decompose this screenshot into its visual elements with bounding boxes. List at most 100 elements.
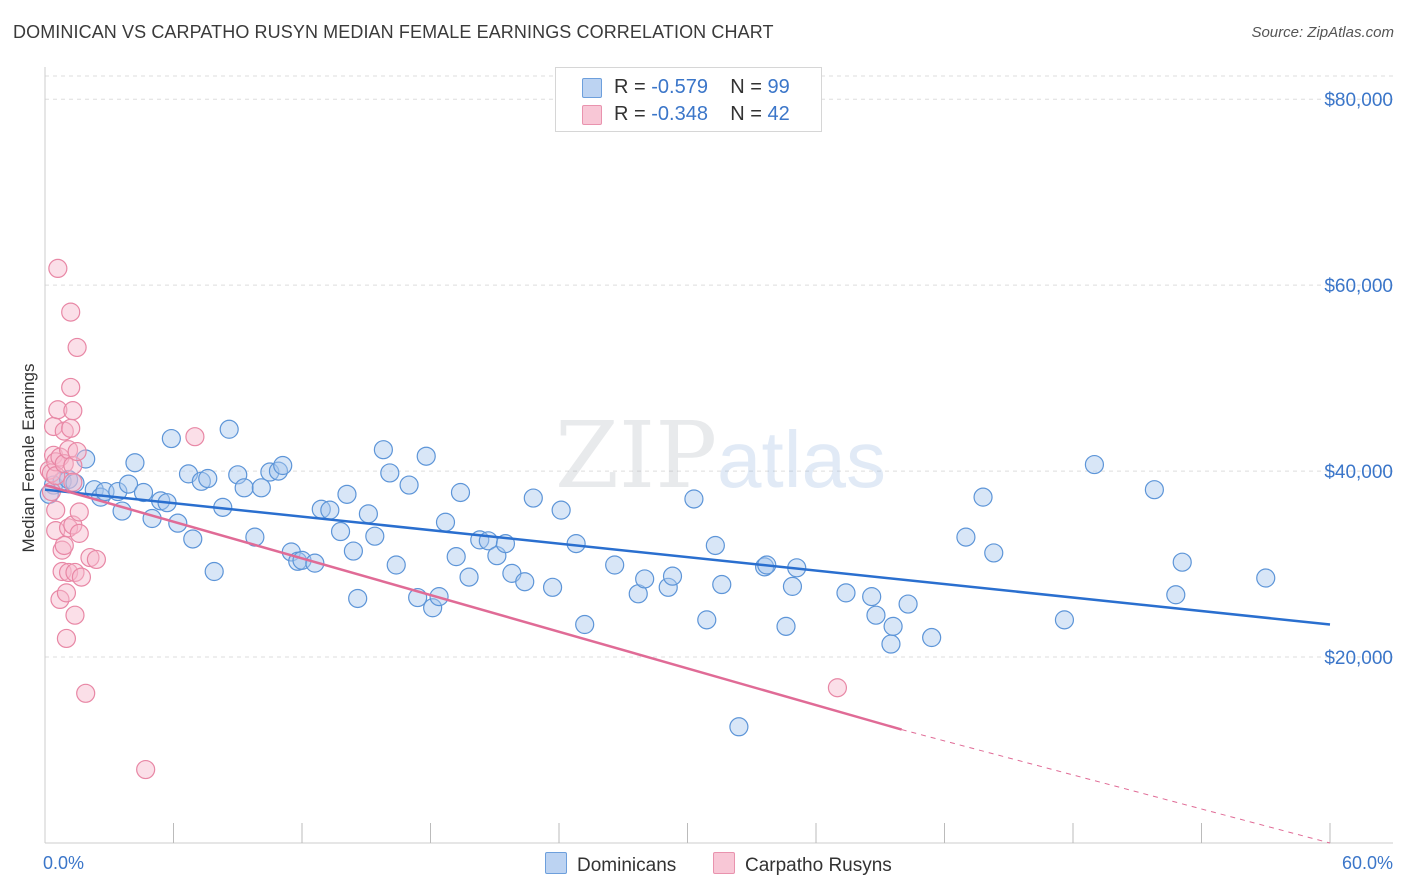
point-dominicans bbox=[881, 634, 901, 654]
point-dominicans bbox=[423, 598, 443, 618]
point-dominicans bbox=[343, 541, 363, 561]
point-dominicans bbox=[358, 504, 378, 524]
point-dominicans bbox=[1054, 610, 1075, 630]
point-dominicans bbox=[459, 567, 479, 587]
point-dominicans bbox=[956, 527, 976, 547]
legend-swatch-blue bbox=[582, 78, 602, 98]
point-carpatho-rusyns bbox=[80, 547, 100, 568]
point-dominicans bbox=[204, 561, 224, 582]
point-dominicans bbox=[435, 512, 456, 532]
point-carpatho-rusyns bbox=[136, 759, 156, 780]
point-dominicans bbox=[399, 475, 419, 495]
point-dominicans bbox=[697, 610, 717, 630]
point-dominicans bbox=[373, 440, 393, 460]
chart-title: DOMINICAN VS CARPATHO RUSYN MEDIAN FEMAL… bbox=[13, 22, 774, 42]
point-carpatho-rusyns bbox=[63, 472, 83, 492]
point-dominicans bbox=[782, 576, 803, 596]
point-dominicans bbox=[898, 594, 918, 614]
point-dominicans bbox=[836, 583, 856, 603]
grid-lines bbox=[45, 75, 1393, 658]
y-axis-label: Median Female Earnings bbox=[19, 364, 38, 553]
point-dominicans bbox=[922, 627, 942, 648]
legend-text-carpatho-rusyns: R = -0.348 N = 42 bbox=[614, 103, 790, 125]
point-dominicans bbox=[198, 468, 218, 489]
point-carpatho-rusyns bbox=[54, 535, 74, 556]
bottom-legend-swatch-pink bbox=[713, 852, 735, 874]
point-dominicans bbox=[1172, 552, 1192, 572]
point-dominicans bbox=[183, 529, 203, 549]
point-carpatho-rusyns bbox=[71, 567, 92, 587]
legend: R = -0.579 N = 99 R = -0.348 N = 42 bbox=[555, 67, 822, 132]
watermark: ZIP atlas bbox=[555, 402, 886, 509]
point-dominicans bbox=[320, 500, 340, 520]
bottom-legend-carpatho-rusyns: Carpatho Rusyns bbox=[713, 852, 892, 877]
point-carpatho-rusyns bbox=[69, 523, 89, 543]
point-dominicans bbox=[337, 484, 357, 504]
point-dominicans bbox=[984, 543, 1004, 563]
point-dominicans bbox=[542, 577, 563, 597]
point-dominicans bbox=[450, 482, 471, 503]
point-dominicans bbox=[515, 572, 535, 592]
point-dominicans bbox=[330, 521, 351, 542]
point-carpatho-rusyns bbox=[67, 337, 87, 358]
watermark-atlas: atlas bbox=[717, 415, 886, 504]
point-dominicans bbox=[219, 419, 239, 439]
point-dominicans bbox=[416, 446, 436, 466]
point-dominicans bbox=[273, 455, 293, 476]
point-dominicans bbox=[635, 569, 655, 589]
trend-line-carpatho-rusyns bbox=[44, 483, 903, 731]
point-carpatho-rusyns bbox=[76, 683, 96, 703]
point-dominicans bbox=[1166, 585, 1186, 605]
point-dominicans bbox=[161, 428, 181, 449]
point-carpatho-rusyns bbox=[65, 605, 85, 625]
y-tick-label: $20,000 bbox=[1324, 648, 1393, 669]
point-dominicans bbox=[705, 535, 725, 556]
point-dominicans bbox=[866, 605, 886, 625]
point-carpatho-rusyns bbox=[86, 549, 107, 570]
point-dominicans bbox=[973, 487, 993, 507]
point-carpatho-rusyns bbox=[46, 500, 66, 520]
y-tick-label: $40,000 bbox=[1324, 462, 1393, 483]
point-carpatho-rusyns bbox=[56, 628, 77, 649]
point-carpatho-rusyns bbox=[69, 502, 89, 522]
point-dominicans bbox=[729, 717, 749, 737]
point-dominicans bbox=[712, 574, 732, 595]
legend-text-dominicans: R = -0.579 N = 99 bbox=[614, 76, 790, 98]
trend-line-dominicans bbox=[44, 488, 1331, 626]
point-carpatho-rusyns bbox=[67, 441, 87, 462]
point-dominicans bbox=[251, 478, 271, 498]
bottom-legend-dominicans: Dominicans bbox=[545, 852, 676, 877]
point-carpatho-rusyns bbox=[61, 377, 81, 398]
point-carpatho-rusyns bbox=[48, 258, 68, 279]
point-carpatho-rusyns bbox=[48, 400, 68, 420]
x-tick-label-max: 60.0% bbox=[1342, 853, 1393, 873]
trend-line-carpatho-rusyns-extension bbox=[901, 729, 1331, 844]
point-carpatho-rusyns bbox=[63, 401, 83, 421]
point-dominicans bbox=[523, 488, 543, 508]
point-carpatho-rusyns bbox=[827, 678, 848, 698]
point-dominicans bbox=[776, 616, 796, 636]
legend-swatch-pink bbox=[582, 105, 602, 125]
x-tick-label-min: 0.0% bbox=[43, 853, 84, 873]
point-dominicans bbox=[1084, 454, 1105, 475]
point-dominicans bbox=[386, 555, 406, 575]
point-dominicans bbox=[551, 500, 571, 520]
point-dominicans bbox=[446, 547, 466, 567]
point-carpatho-rusyns bbox=[61, 418, 81, 438]
point-dominicans bbox=[1144, 480, 1164, 500]
point-dominicans bbox=[662, 566, 683, 586]
point-dominicans bbox=[658, 577, 678, 597]
point-dominicans bbox=[133, 482, 154, 503]
series-carpatho-rusyns bbox=[39, 258, 848, 780]
point-carpatho-rusyns bbox=[185, 427, 205, 447]
point-carpatho-rusyns bbox=[58, 562, 79, 583]
point-dominicans bbox=[118, 474, 139, 494]
point-dominicans bbox=[575, 614, 595, 635]
point-dominicans bbox=[883, 616, 903, 636]
point-dominicans bbox=[380, 463, 400, 483]
y-tick-label: $80,000 bbox=[1324, 90, 1393, 111]
point-dominicans bbox=[862, 587, 882, 607]
point-dominicans bbox=[605, 555, 625, 575]
y-tick-label: $60,000 bbox=[1324, 276, 1393, 297]
